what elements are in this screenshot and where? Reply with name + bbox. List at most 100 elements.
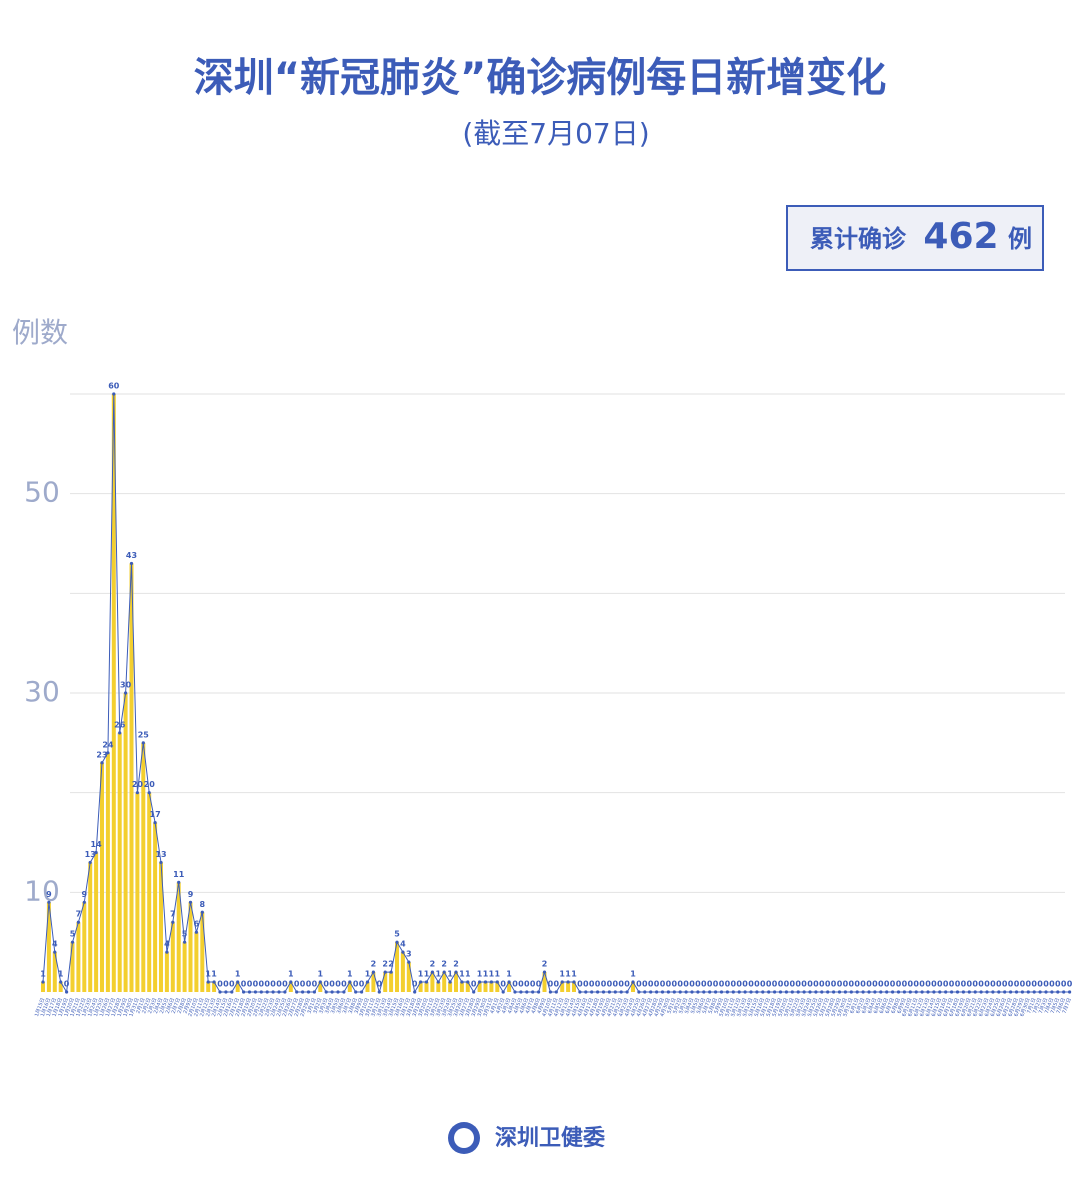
x-tick-label: 6月7日 xyxy=(885,997,896,1014)
data-label: 0 xyxy=(831,980,837,989)
point xyxy=(820,990,824,994)
point xyxy=(879,990,883,994)
bar xyxy=(100,762,104,992)
point xyxy=(525,990,529,994)
point xyxy=(183,940,187,944)
point xyxy=(206,980,210,984)
point xyxy=(790,990,794,994)
data-label: 9 xyxy=(188,890,194,899)
point xyxy=(70,940,75,944)
point xyxy=(171,920,175,924)
bar xyxy=(212,982,217,992)
data-label: 0 xyxy=(819,980,825,989)
point xyxy=(360,990,364,994)
data-label: 0 xyxy=(825,980,831,989)
data-label: 0 xyxy=(978,980,984,989)
point xyxy=(908,990,912,994)
data-label: 0 xyxy=(713,980,719,989)
data-label: 0 xyxy=(884,980,890,989)
data-label: 0 xyxy=(843,980,849,989)
point xyxy=(1038,990,1042,994)
data-label: 5 xyxy=(394,930,400,939)
point xyxy=(495,980,499,984)
data-label: 0 xyxy=(878,980,884,989)
data-label: 0 xyxy=(1043,980,1049,989)
data-label: 1 xyxy=(447,970,453,979)
point xyxy=(265,990,269,994)
data-label: 0 xyxy=(707,980,713,989)
point xyxy=(507,980,511,984)
point xyxy=(88,860,92,865)
x-tick-label: 3月4日 xyxy=(324,997,335,1014)
data-label: 30 xyxy=(120,681,132,690)
bar xyxy=(135,792,140,992)
data-label: 4 xyxy=(52,940,58,949)
point xyxy=(1062,990,1066,994)
data-label: 0 xyxy=(683,980,689,989)
data-label: 2 xyxy=(453,960,459,969)
point xyxy=(737,990,741,994)
point xyxy=(159,860,163,865)
total-value: 462 xyxy=(923,216,998,257)
data-label: 3 xyxy=(406,950,412,959)
x-tick-label: 7月2日 xyxy=(1032,997,1043,1014)
point xyxy=(330,990,334,994)
data-label: 0 xyxy=(837,980,843,989)
y-tick-label: 30 xyxy=(24,675,60,708)
chart-title: 深圳“新冠肺炎”确诊病例每日新增变化 xyxy=(194,55,887,101)
bar xyxy=(566,982,571,992)
point xyxy=(1044,990,1048,994)
data-label: 2 xyxy=(542,960,548,969)
data-label: 20 xyxy=(144,780,156,789)
point xyxy=(295,990,299,994)
bar xyxy=(454,972,458,992)
point xyxy=(849,990,853,994)
data-label: 0 xyxy=(377,980,383,989)
x-tick-label: 3月1日 xyxy=(306,997,317,1014)
data-label: 5 xyxy=(70,930,76,939)
point xyxy=(672,990,676,994)
data-label: 1 xyxy=(483,970,489,979)
bar xyxy=(88,862,93,992)
data-label: 0 xyxy=(1031,980,1037,989)
y-axis-label: 例数 xyxy=(12,316,68,349)
point xyxy=(147,791,151,795)
data-label: 1 xyxy=(495,970,501,979)
point xyxy=(796,990,800,994)
bar xyxy=(365,982,370,992)
data-label: 0 xyxy=(223,980,229,989)
data-label: 0 xyxy=(672,980,678,989)
data-label: 0 xyxy=(955,980,961,989)
point xyxy=(690,990,694,994)
point xyxy=(112,392,116,396)
x-tick-label: 4月5日 xyxy=(513,997,524,1014)
data-label: 0 xyxy=(353,980,359,989)
data-label: 0 xyxy=(276,980,282,989)
bar xyxy=(483,982,488,992)
data-label: 0 xyxy=(784,980,790,989)
point xyxy=(489,980,493,984)
x-tick-label: 5月3日 xyxy=(678,997,689,1014)
data-label: 0 xyxy=(772,980,778,989)
data-label: 0 xyxy=(264,980,270,989)
point xyxy=(560,980,564,984)
point xyxy=(318,980,322,984)
bar xyxy=(507,982,512,992)
x-tick-label: 7月4日 xyxy=(1044,997,1055,1014)
x-tick-label: 7月3日 xyxy=(1038,997,1049,1014)
bar xyxy=(159,862,163,992)
data-label: 0 xyxy=(967,980,973,989)
bar xyxy=(572,982,576,992)
point xyxy=(188,900,193,904)
logo-inner xyxy=(454,1128,474,1148)
data-label: 0 xyxy=(217,980,223,989)
bar xyxy=(176,882,181,992)
point xyxy=(177,880,181,884)
data-label: 0 xyxy=(548,980,554,989)
total-unit: 例 xyxy=(1008,225,1032,253)
data-label: 0 xyxy=(872,980,878,989)
point xyxy=(253,990,257,994)
data-label: 7 xyxy=(170,910,176,919)
data-label: 0 xyxy=(725,980,731,989)
bar xyxy=(141,742,146,992)
